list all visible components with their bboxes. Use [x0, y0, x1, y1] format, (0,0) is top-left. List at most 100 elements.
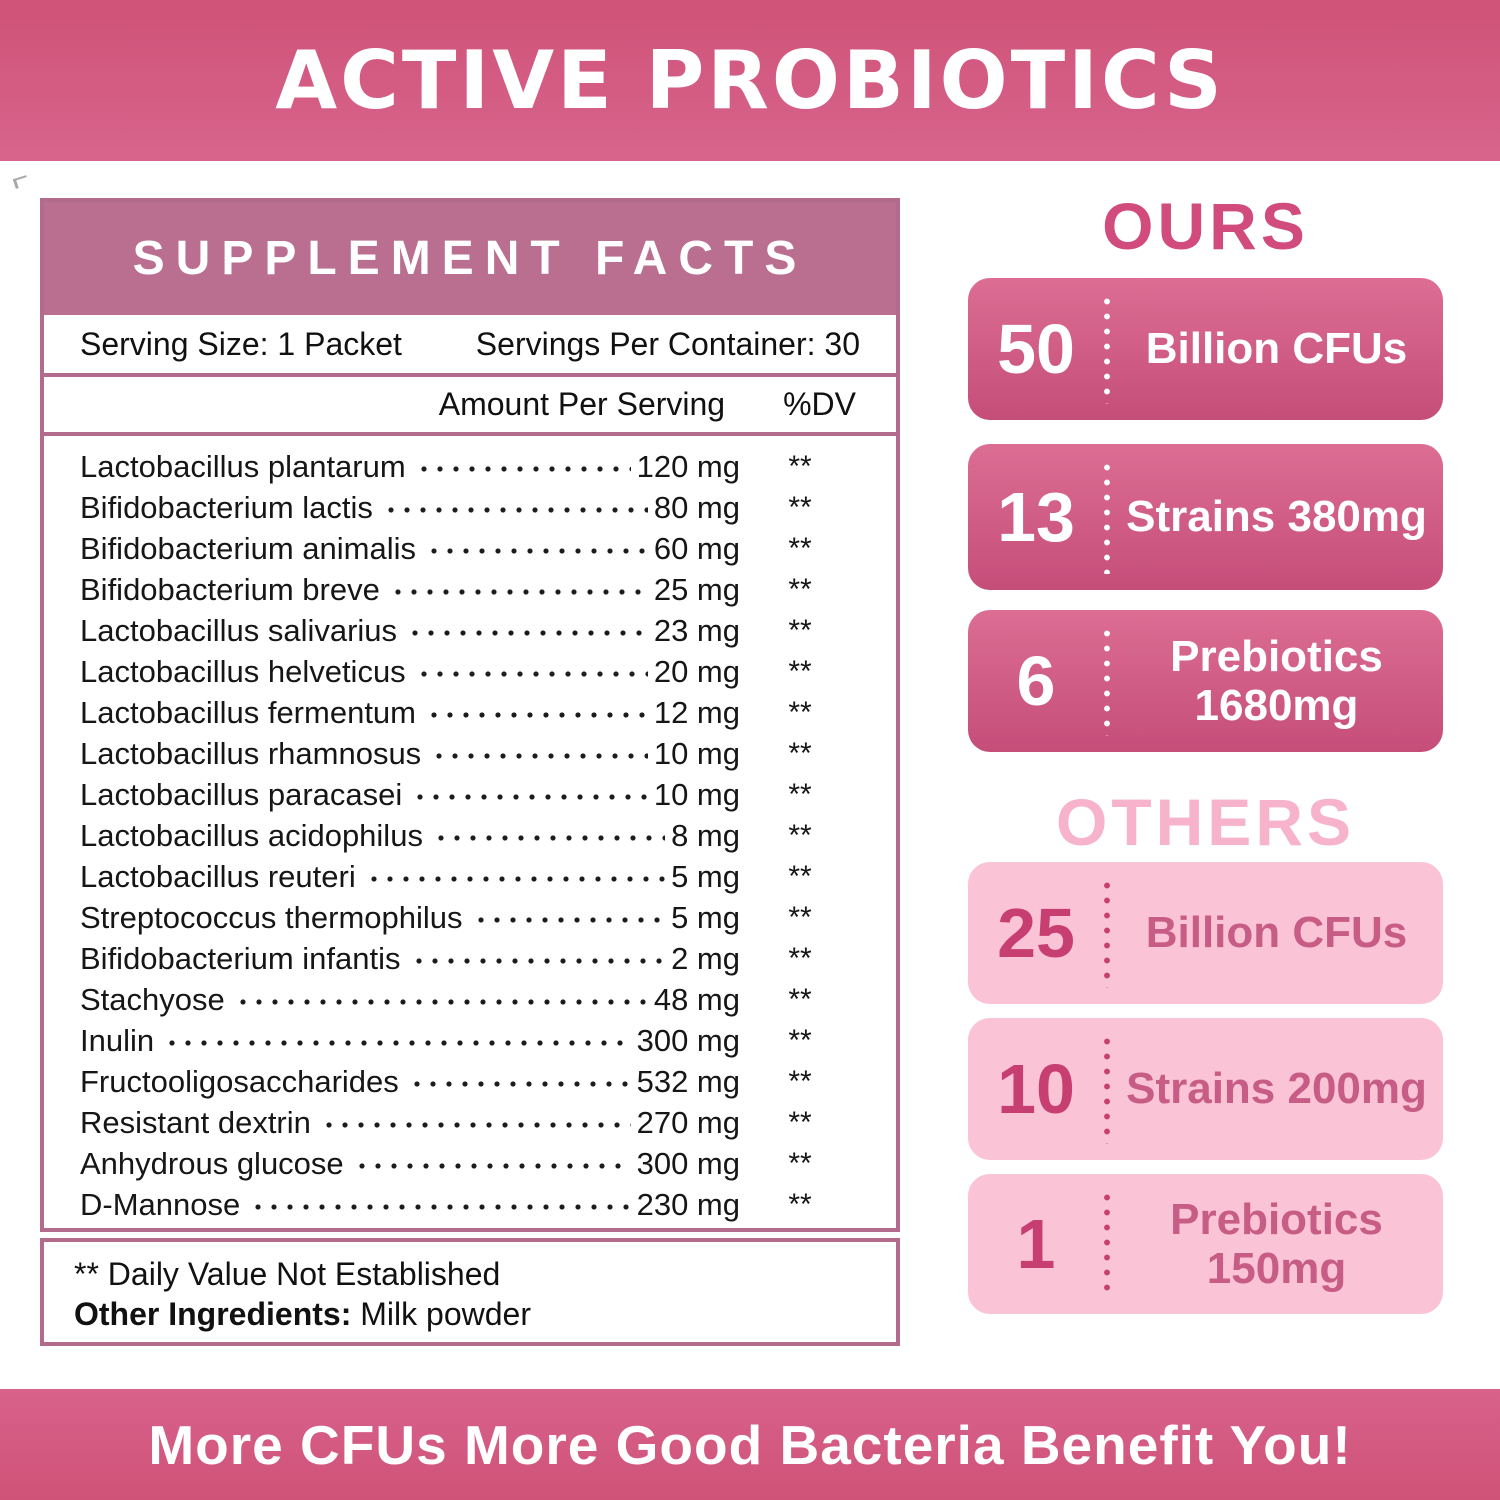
ingredient-row: D-Mannose 230 mg ** [44, 1184, 896, 1225]
stray-mark [12, 175, 30, 189]
ingredient-amount: 5 mg [671, 899, 740, 935]
ingredient-dv: ** [788, 818, 812, 852]
ingredient-row: Streptococcus thermophilus 5 mg ** [44, 897, 896, 938]
ingredient-row: Bifidobacterium breve 25 mg ** [44, 569, 896, 610]
ingredient-name: Inulin [80, 1022, 155, 1058]
ingredient-name: Lactobacillus rhamnosus [80, 735, 422, 771]
separator-line [44, 432, 896, 436]
ingredient-name: Bifidobacterium lactis [80, 489, 373, 525]
ingredient-dv: ** [788, 613, 812, 647]
dotted-divider [1104, 1034, 1110, 1144]
ingredient-amount: 48 mg [653, 981, 740, 1017]
dotted-leader [250, 1201, 631, 1212]
dotted-leader [320, 1119, 631, 1130]
amount-per-serving-header: Amount Per Serving [438, 386, 726, 422]
separator-line [44, 373, 896, 377]
ingredient-row: Bifidobacterium infantis 2 mg ** [44, 938, 896, 979]
ingredient-row: Lactobacillus helveticus 20 mg ** [44, 651, 896, 692]
ingredient-list: Lactobacillus plantarum 120 mg ** Bifido… [44, 436, 896, 1228]
ingredient-dv: ** [788, 982, 812, 1016]
ingredient-row: Lactobacillus paracasei 10 mg ** [44, 774, 896, 815]
ingredient-row: Lactobacillus fermentum 12 mg ** [44, 692, 896, 733]
box-label: Billion CFUs [1110, 324, 1443, 373]
supplement-facts-panel: SUPPLEMENT FACTS Serving Size: 1 Packet … [40, 198, 900, 1232]
ingredient-name: Bifidobacterium breve [80, 571, 380, 607]
box-label-line: Prebiotics [1170, 1194, 1383, 1244]
dotted-leader [426, 709, 648, 720]
box-number: 25 [997, 894, 1075, 972]
dotted-divider [1104, 294, 1110, 404]
box-label-line: Strains 200mg [1126, 1064, 1427, 1114]
ingredient-dv: ** [788, 736, 812, 770]
dv-header: %DV [783, 386, 856, 422]
ours-box-prebiotics: 6 Prebiotics 1680mg [968, 610, 1443, 752]
ingredient-dv: ** [788, 1187, 812, 1221]
ingredient-name: Bifidobacterium infantis [80, 940, 401, 976]
dotted-leader [415, 668, 648, 679]
ingredient-row: Inulin 300 mg ** [44, 1020, 896, 1061]
ingredient-amount: 80 mg [653, 489, 740, 525]
ingredient-amount: 12 mg [653, 694, 740, 730]
box-label-line: Prebiotics [1170, 631, 1383, 681]
ingredient-name: D-Mannose [80, 1186, 241, 1222]
box-label-line: Billion CFUs [1145, 908, 1408, 958]
ingredient-dv: ** [788, 572, 812, 606]
ingredient-name: Fructooligosaccharides [80, 1063, 399, 1099]
others-box-strains: 10 Strains 200mg [968, 1018, 1443, 1160]
ingredient-amount: 25 mg [653, 571, 740, 607]
amount-header-row: Amount Per Serving %DV [44, 377, 896, 432]
box-label: Prebiotics 150mg [1110, 1195, 1443, 1294]
others-box-cfus: 25 Billion CFUs [968, 862, 1443, 1004]
ingredient-row: Stachyose 48 mg ** [44, 979, 896, 1020]
ingredient-amount: 5 mg [671, 858, 740, 894]
dotted-divider [1104, 460, 1110, 574]
other-ingredients-label: Other Ingredients: [74, 1296, 352, 1332]
ingredient-row: Anhydrous glucose 300 mg ** [44, 1143, 896, 1184]
ingredient-dv: ** [788, 531, 812, 565]
dotted-leader [408, 1078, 631, 1089]
ingredient-amount: 60 mg [653, 530, 740, 566]
ingredient-dv: ** [788, 777, 812, 811]
product-title: ACTIVE PROBIOTICS [275, 34, 1225, 127]
box-label-line: 150mg [1206, 1244, 1347, 1293]
ingredient-name: Lactobacillus paracasei [80, 776, 403, 812]
bottom-slogan: More CFUs More Good Bacteria Benefit You… [148, 1413, 1352, 1476]
servings-per-container: Servings Per Container: 30 [475, 325, 860, 362]
other-ingredients-line: Other Ingredients: Milk powder [74, 1294, 866, 1334]
dotted-leader [415, 463, 631, 474]
box-label-line: 1680mg [1194, 681, 1359, 730]
ingredient-dv: ** [788, 490, 812, 524]
bottom-banner: More CFUs More Good Bacteria Benefit You… [0, 1389, 1500, 1500]
box-label: Prebiotics 1680mg [1110, 632, 1443, 731]
top-banner: ACTIVE PROBIOTICS [0, 0, 1500, 161]
ingredient-name: Lactobacillus fermentum [80, 694, 416, 730]
ingredient-name: Lactobacillus salivarius [80, 612, 398, 648]
dotted-leader [164, 1037, 631, 1048]
ingredient-name: Lactobacillus helveticus [80, 653, 406, 689]
ingredient-dv: ** [788, 941, 812, 975]
dotted-leader [365, 873, 666, 884]
ingredient-row: Lactobacillus plantarum 120 mg ** [44, 446, 896, 487]
dotted-leader [407, 627, 648, 638]
ingredient-dv: ** [788, 1146, 812, 1180]
ingredient-amount: 300 mg [636, 1022, 740, 1058]
ingredient-row: Fructooligosaccharides 532 mg ** [44, 1061, 896, 1102]
box-number: 6 [1016, 642, 1056, 720]
box-number: 50 [997, 310, 1075, 388]
dotted-divider [1104, 626, 1110, 736]
ingredient-row: Resistant dextrin 270 mg ** [44, 1102, 896, 1143]
ingredient-dv: ** [788, 1105, 812, 1139]
dotted-leader [382, 504, 648, 515]
box-label: Strains 200mg [1110, 1064, 1443, 1113]
dotted-leader [234, 996, 648, 1007]
ingredient-dv: ** [788, 654, 812, 688]
box-label: Strains 380mg [1110, 492, 1443, 541]
ingredient-row: Lactobacillus salivarius 23 mg ** [44, 610, 896, 651]
ingredient-amount: 270 mg [636, 1104, 740, 1140]
ingredient-name: Stachyose [80, 981, 225, 1017]
ingredient-name: Streptococcus thermophilus [80, 899, 463, 935]
ours-heading: OURS [1102, 189, 1309, 263]
ingredient-name: Lactobacillus reuteri [80, 858, 356, 894]
box-number: 13 [997, 478, 1075, 556]
